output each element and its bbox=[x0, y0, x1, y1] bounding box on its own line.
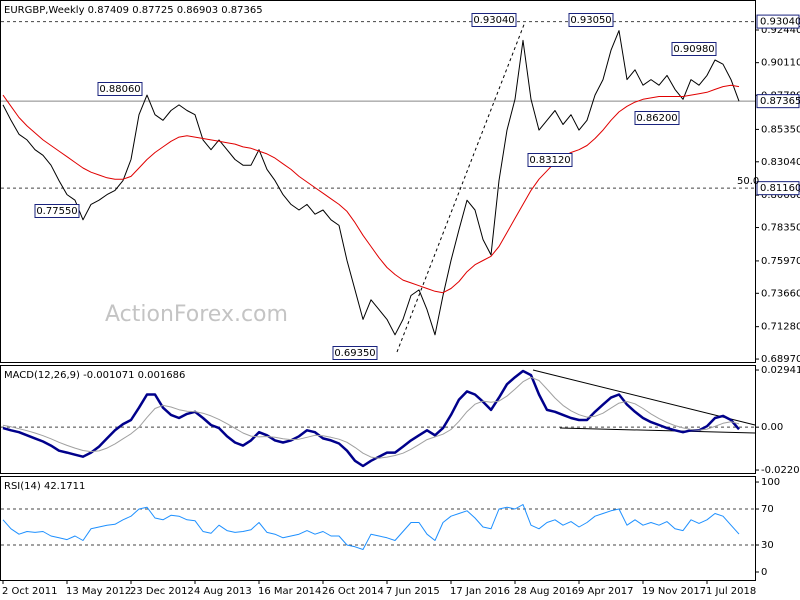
trend-line bbox=[396, 21, 526, 353]
panel-title: RSI(14) 42.1711 bbox=[4, 481, 85, 492]
x-tick-label: 19 Nov 2017 bbox=[642, 586, 706, 597]
y-tick-label: 0.73660 bbox=[761, 288, 800, 299]
level-label: 0.81160 bbox=[760, 183, 800, 194]
y-tick-label: 0.90110 bbox=[761, 58, 800, 69]
panel-frame bbox=[0, 0, 756, 363]
x-tick-label: 1 Jul 2018 bbox=[706, 586, 756, 597]
y-tick-label: 0.71280 bbox=[761, 322, 800, 333]
y-tick-label: 0.78350 bbox=[761, 223, 800, 234]
y-tick-label: 0.75970 bbox=[761, 256, 800, 267]
x-tick-label: 17 Jan 2016 bbox=[450, 586, 510, 597]
series-line bbox=[2, 84, 740, 294]
annotation-box bbox=[527, 153, 573, 167]
x-tick-label: 16 Mar 2014 bbox=[258, 586, 321, 597]
y-tick-label: 30 bbox=[761, 540, 774, 551]
x-tick-label: 13 May 2012 bbox=[66, 586, 131, 597]
level-label: 0.87365 bbox=[760, 96, 800, 107]
annotation-label: 0.86200 bbox=[636, 113, 677, 124]
annotation-label: 0.93050 bbox=[570, 15, 611, 26]
x-tick-label: 2 Oct 2011 bbox=[2, 586, 57, 597]
level-box bbox=[756, 94, 800, 109]
series-line bbox=[2, 369, 740, 468]
x-tick-label: 4 Aug 2013 bbox=[194, 586, 252, 597]
x-tick-label: 9 Apr 2017 bbox=[578, 586, 633, 597]
y-tick-label: 70 bbox=[761, 504, 774, 515]
level-box bbox=[756, 181, 800, 196]
panel-frame bbox=[0, 476, 756, 581]
level-label: 0.93040 bbox=[760, 17, 800, 28]
annotation-box bbox=[671, 42, 717, 56]
annotation-label: 0.88060 bbox=[99, 84, 140, 95]
y-tick-label: 0.68970 bbox=[761, 354, 800, 365]
annotation-label: 0.93040 bbox=[473, 15, 514, 26]
annotation-label: 0.83120 bbox=[529, 155, 570, 166]
level-note: 50.0 bbox=[737, 176, 759, 187]
x-tick-label: 23 Dec 2012 bbox=[130, 586, 194, 597]
x-tick-label: 28 Aug 2016 bbox=[514, 586, 578, 597]
y-tick-label: 0 bbox=[761, 567, 767, 578]
annotation-box bbox=[97, 82, 143, 96]
y-tick-label: -0.022074 bbox=[761, 465, 800, 476]
panel-frame bbox=[0, 365, 756, 474]
x-tick-label: 7 Jun 2015 bbox=[386, 586, 440, 597]
annotation-box bbox=[471, 13, 517, 27]
annotation-box bbox=[332, 346, 378, 360]
series-line bbox=[2, 504, 740, 550]
annotation-box bbox=[34, 204, 80, 218]
level-box bbox=[756, 14, 800, 29]
y-tick-label: 100 bbox=[761, 477, 780, 488]
series-line bbox=[2, 30, 740, 336]
y-tick-label: 0.00 bbox=[761, 422, 783, 433]
panel-title: EURGBP,Weekly 0.87409 0.87725 0.86903 0.… bbox=[4, 5, 263, 16]
panel-title: MACD(12,26,9) -0.001071 0.001686 bbox=[4, 370, 185, 381]
annotation-label: 0.77550 bbox=[36, 206, 77, 217]
y-tick-label: 0.85350 bbox=[761, 124, 800, 135]
series-line bbox=[2, 376, 740, 459]
annotation-label: 0.90980 bbox=[673, 44, 714, 55]
y-tick-label: 0.029412 bbox=[761, 365, 800, 376]
macd-trend-line bbox=[532, 369, 756, 426]
annotation-label: 0.69350 bbox=[334, 348, 375, 359]
y-tick-label: 0.92440 bbox=[761, 25, 800, 36]
y-tick-label: 0.80660 bbox=[761, 190, 800, 201]
y-tick-label: 0.83040 bbox=[761, 157, 800, 168]
watermark: ActionForex.com bbox=[105, 302, 288, 327]
macd-trend-line bbox=[559, 427, 756, 434]
annotation-box bbox=[634, 111, 680, 125]
x-tick-label: 26 Oct 2014 bbox=[322, 586, 384, 597]
annotation-box bbox=[568, 13, 614, 27]
